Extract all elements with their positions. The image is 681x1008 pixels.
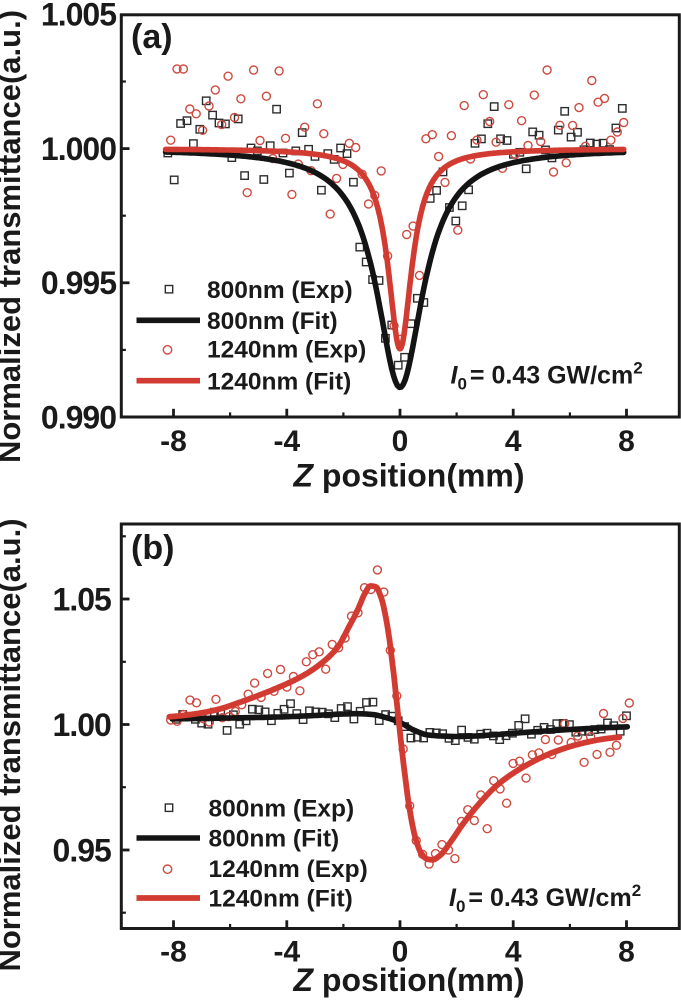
svg-text:800nm (Exp): 800nm (Exp) [207, 277, 353, 304]
svg-text:I0= 0.43 GW/cm2: I0 = 0.43 GW/cm2 [451, 359, 643, 394]
svg-text:0: 0 [392, 425, 409, 458]
svg-text:-8: -8 [160, 425, 187, 458]
svg-text:4: 4 [505, 425, 522, 458]
svg-text:Normalized transmittance(a.u.): Normalized transmittance(a.u.) [0, 518, 27, 971]
svg-text:I0= 0.43 GW/cm2: I0 = 0.43 GW/cm2 [449, 881, 641, 916]
svg-text:800nm (Fit): 800nm (Fit) [207, 308, 338, 335]
svg-text:-8: -8 [160, 936, 187, 969]
svg-text:(a): (a) [131, 18, 173, 56]
svg-text:0: 0 [392, 936, 409, 969]
svg-text:8: 8 [618, 425, 635, 458]
svg-text:1.05: 1.05 [53, 581, 111, 617]
svg-text:-4: -4 [273, 425, 300, 458]
svg-text:1.000: 1.000 [41, 131, 116, 167]
svg-text:0.95: 0.95 [53, 832, 111, 868]
svg-text:1240nm (Fit): 1240nm (Fit) [207, 368, 351, 395]
svg-text:Normalized transmittance(a.u.): Normalized transmittance(a.u.) [0, 10, 27, 463]
svg-text:8: 8 [618, 936, 635, 969]
svg-text:(b): (b) [131, 529, 174, 567]
svg-text:1240nm (Fit): 1240nm (Fit) [209, 886, 353, 913]
svg-text:Z position(mm): Z position(mm) [292, 458, 524, 494]
svg-text:1.00: 1.00 [53, 707, 111, 743]
svg-text:800nm (Fit): 800nm (Fit) [209, 826, 340, 853]
svg-text:1240nm (Exp): 1240nm (Exp) [207, 337, 366, 364]
svg-text:Z position(mm): Z position(mm) [292, 962, 524, 998]
svg-text:1240nm (Exp): 1240nm (Exp) [209, 856, 368, 883]
svg-text:0.990: 0.990 [41, 399, 116, 435]
svg-text:1.005: 1.005 [41, 0, 116, 33]
svg-text:-4: -4 [273, 936, 300, 969]
svg-text:0.995: 0.995 [41, 265, 116, 301]
svg-text:4: 4 [505, 936, 522, 969]
svg-text:800nm (Exp): 800nm (Exp) [209, 795, 355, 822]
